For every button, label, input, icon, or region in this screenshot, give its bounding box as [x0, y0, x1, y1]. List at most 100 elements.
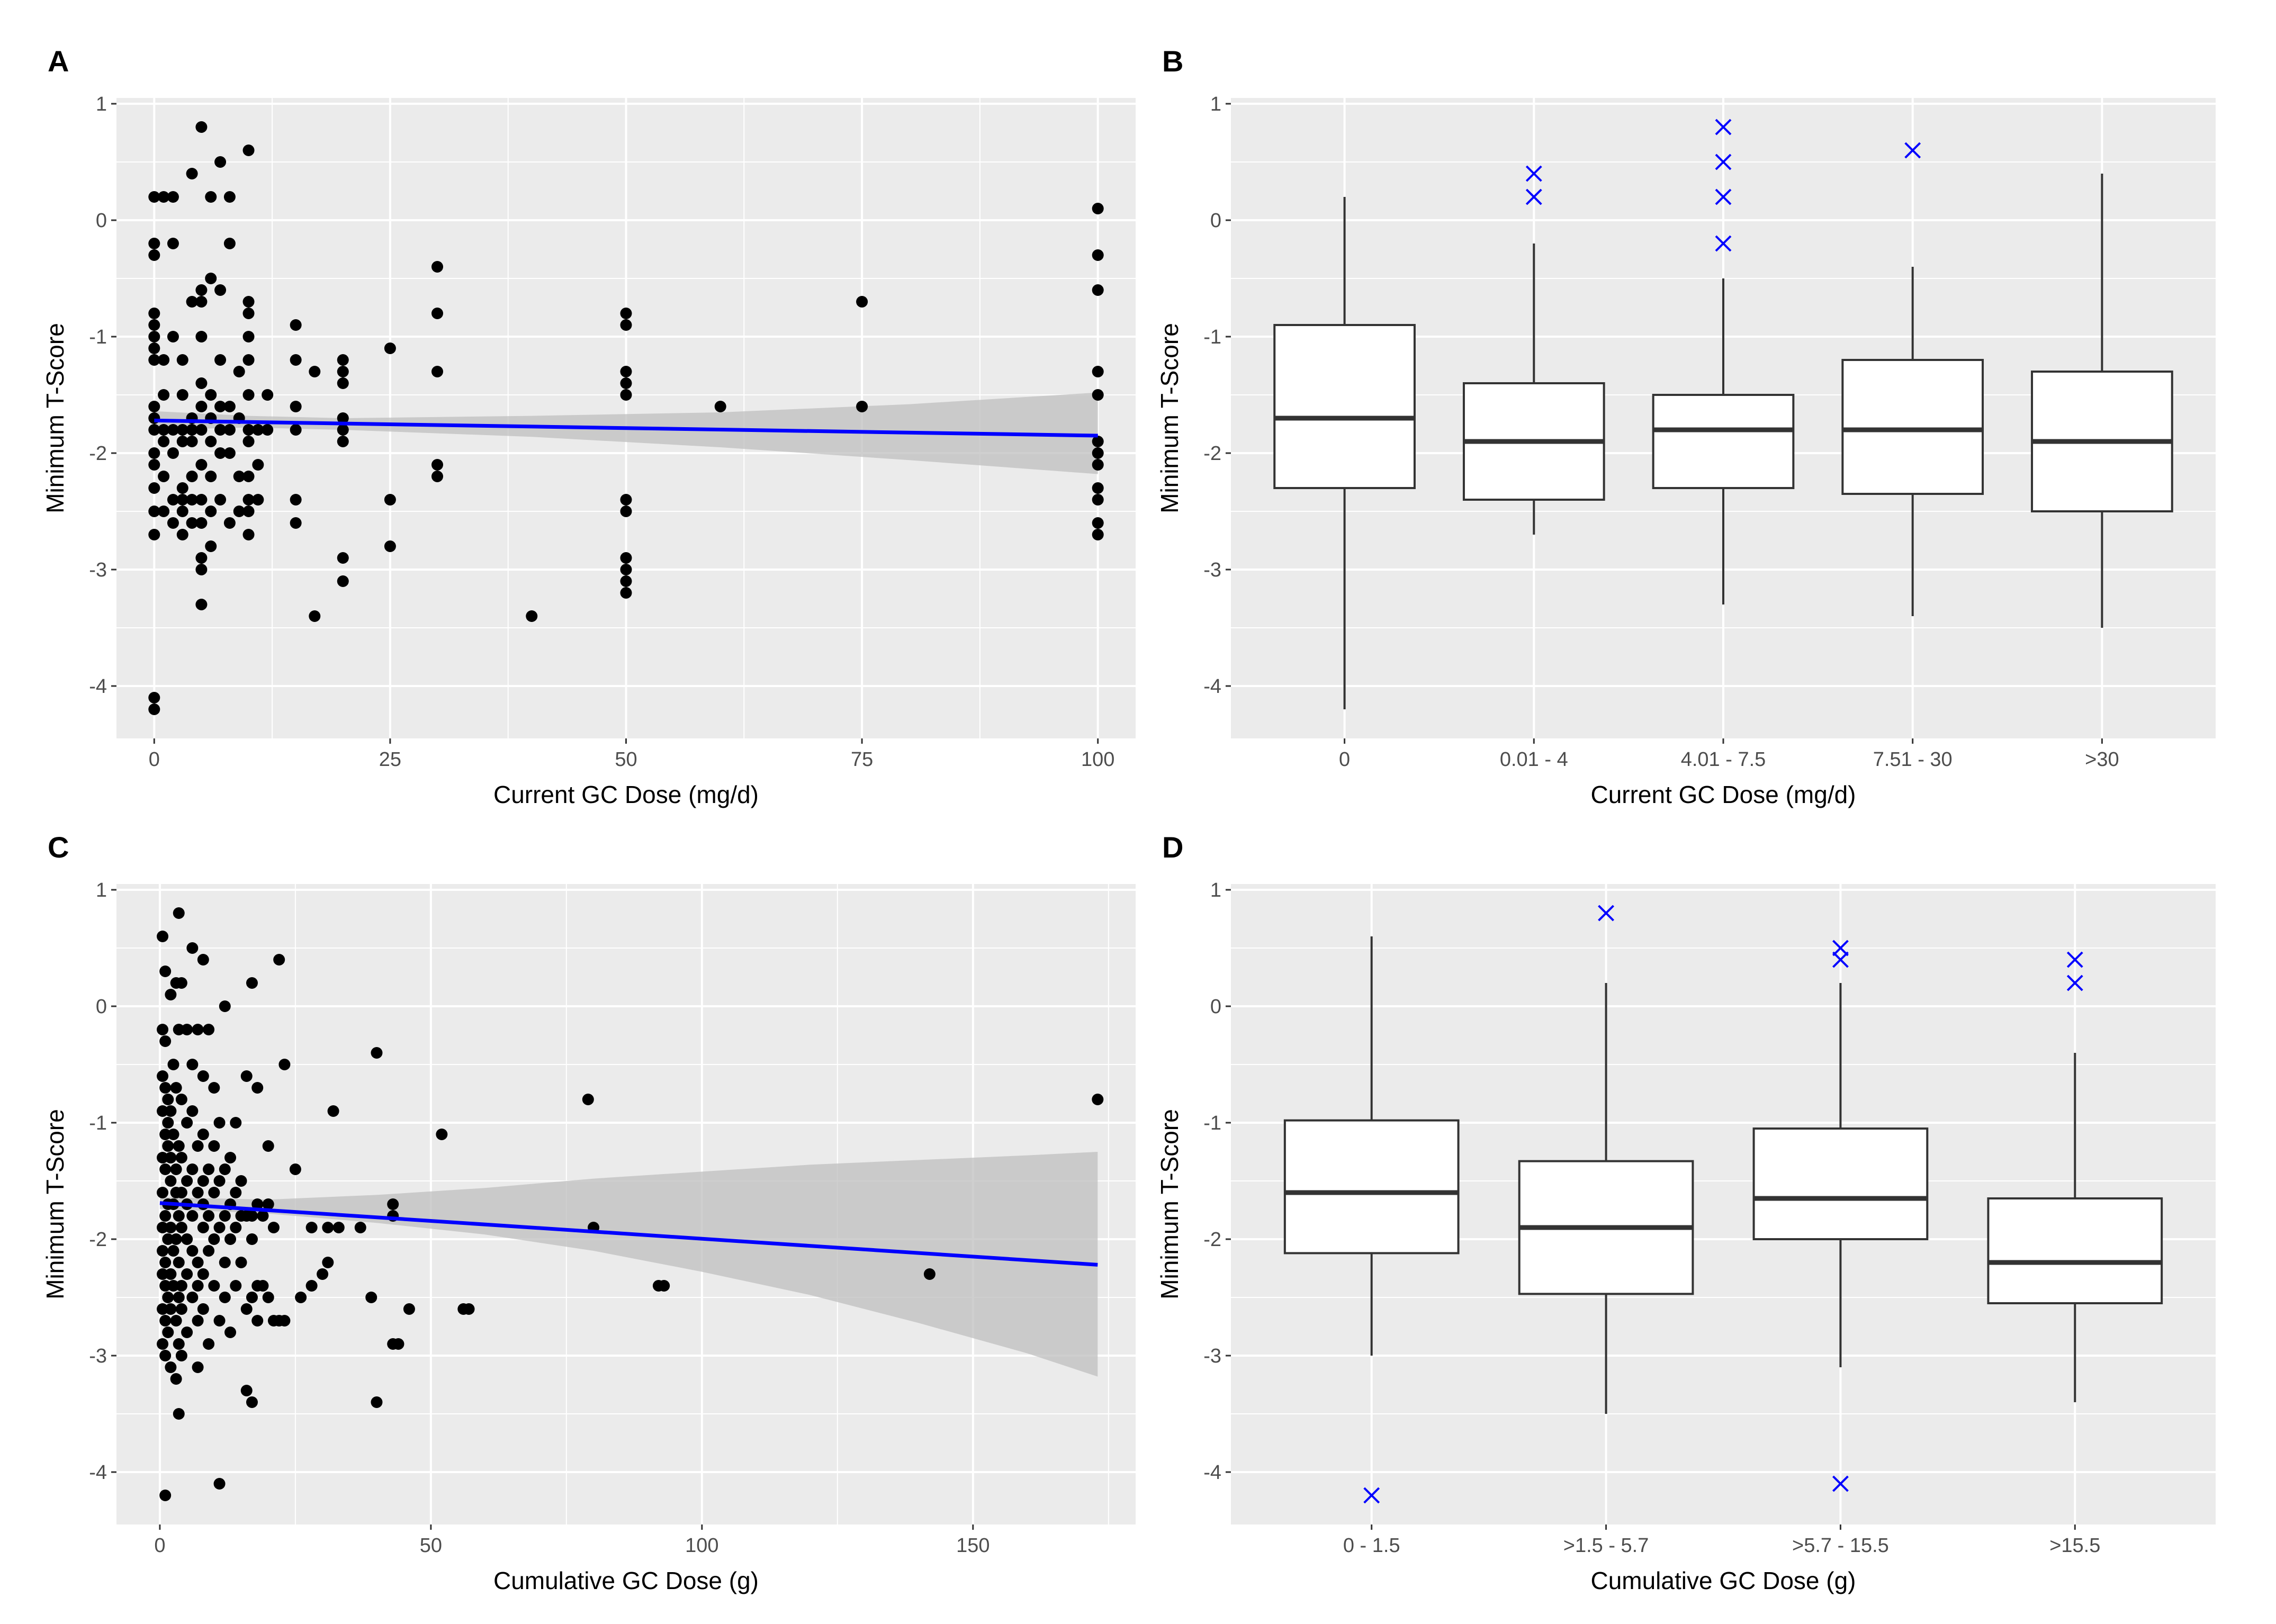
y-tick-label: -4	[1203, 675, 1221, 698]
x-category-label: 0 - 1.5	[1343, 1535, 1400, 1557]
data-point	[242, 529, 255, 540]
outlier-marker	[2066, 975, 2083, 991]
data-point	[186, 1292, 199, 1303]
data-point	[257, 1280, 269, 1292]
data-point	[620, 587, 632, 599]
data-point	[176, 354, 188, 366]
data-point	[175, 1350, 187, 1361]
data-point	[620, 552, 632, 564]
data-point	[157, 1024, 169, 1035]
data-point	[242, 436, 255, 447]
outlier-marker	[1715, 119, 1732, 136]
data-point	[192, 1140, 204, 1152]
outlier-marker	[1832, 1475, 1849, 1492]
data-point	[158, 354, 170, 366]
data-point	[290, 494, 302, 506]
data-point	[165, 1175, 177, 1187]
outlier-marker	[1904, 142, 1921, 159]
iqr-box	[1273, 324, 1416, 489]
data-point	[431, 366, 444, 377]
x-tick-label: 100	[1081, 748, 1114, 771]
data-point	[620, 377, 632, 389]
outlier-stroke	[1598, 905, 1614, 922]
data-point	[197, 1070, 209, 1082]
data-point	[242, 506, 255, 517]
data-point	[242, 424, 255, 436]
data-point	[170, 1233, 182, 1245]
data-point	[159, 1490, 172, 1501]
data-point	[170, 1315, 182, 1327]
data-point	[233, 471, 245, 482]
outlier-stroke	[1715, 188, 1732, 205]
data-point	[148, 482, 160, 494]
data-point	[162, 1117, 174, 1129]
data-point	[195, 564, 208, 575]
data-point	[322, 1257, 334, 1268]
data-point	[170, 1373, 182, 1385]
data-point	[240, 1303, 253, 1315]
data-point	[230, 1222, 242, 1233]
data-point	[170, 1082, 182, 1094]
data-point	[219, 1292, 231, 1303]
data-point	[175, 1094, 187, 1105]
data-point	[167, 517, 179, 529]
data-point	[158, 506, 170, 517]
outlier-stroke	[1715, 119, 1732, 136]
data-point	[431, 459, 444, 471]
data-point	[290, 319, 302, 331]
data-point	[175, 1152, 187, 1163]
data-point	[327, 1105, 339, 1117]
outlier-marker	[1598, 905, 1614, 922]
data-point	[403, 1303, 415, 1315]
data-point	[173, 1257, 185, 1268]
data-point	[1092, 459, 1104, 471]
outlier-stroke	[1363, 1487, 1380, 1504]
data-point	[173, 1140, 185, 1152]
data-point	[620, 319, 632, 331]
data-point	[223, 401, 236, 412]
data-point	[167, 1280, 179, 1292]
data-point	[273, 954, 285, 966]
data-point	[213, 1478, 226, 1490]
data-point	[262, 389, 274, 401]
outlier-marker	[1715, 188, 1732, 205]
data-point	[246, 977, 258, 989]
data-point	[167, 1245, 179, 1257]
data-point	[186, 471, 198, 482]
data-point	[148, 529, 160, 540]
data-point	[186, 296, 198, 308]
box-1	[1273, 197, 1416, 709]
y-tick-label: 0	[1210, 996, 1221, 1018]
data-point	[923, 1268, 935, 1280]
data-point	[354, 1222, 366, 1233]
data-point	[157, 1268, 169, 1280]
data-point	[159, 1082, 172, 1094]
x-axis-title: Current GC Dose (mg/d)	[1590, 781, 1856, 808]
x-category-label: 4.01 - 7.5	[1681, 748, 1766, 771]
data-point	[176, 436, 188, 447]
data-point	[856, 401, 868, 412]
box-2	[1462, 165, 1605, 535]
data-point	[242, 308, 255, 319]
data-point	[213, 1117, 226, 1129]
data-point	[186, 1059, 199, 1070]
box-1	[1283, 936, 1460, 1504]
data-point	[173, 1338, 185, 1350]
y-tick-label: -2	[89, 1229, 107, 1251]
data-point	[620, 564, 632, 575]
data-point	[290, 424, 302, 436]
data-point	[714, 401, 726, 412]
data-point	[148, 354, 160, 366]
data-point	[620, 389, 632, 401]
panel-label: B	[1162, 44, 1183, 78]
data-point	[205, 436, 217, 447]
data-point	[214, 354, 227, 366]
x-category-label: 0	[1339, 748, 1350, 771]
data-point	[251, 1315, 264, 1327]
data-point	[208, 1187, 220, 1198]
data-point	[1092, 447, 1104, 459]
data-point	[463, 1303, 475, 1315]
data-point	[165, 1152, 177, 1163]
data-point	[203, 1245, 215, 1257]
